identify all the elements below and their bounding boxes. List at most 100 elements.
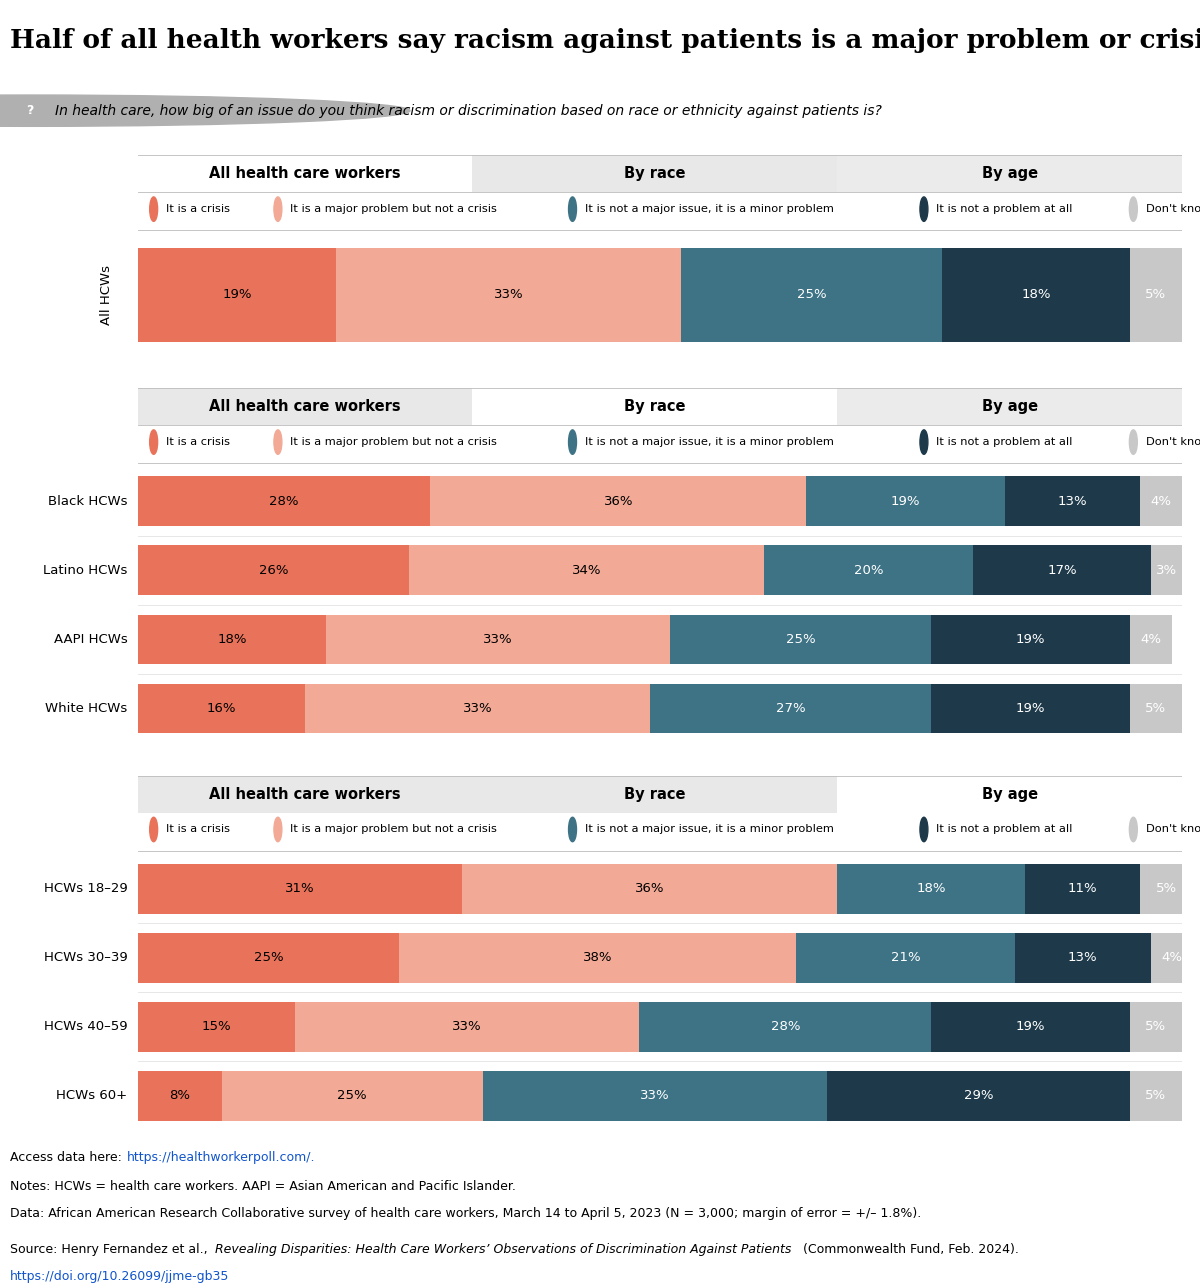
Bar [138, 476, 431, 526]
Bar [138, 1071, 222, 1121]
FancyBboxPatch shape [472, 389, 838, 425]
Text: Don't know: Don't know [1146, 205, 1200, 214]
Text: Don't know: Don't know [1146, 825, 1200, 834]
Text: 19%: 19% [1016, 701, 1045, 716]
Text: 5%: 5% [1145, 701, 1166, 716]
Text: 13%: 13% [1068, 951, 1098, 964]
Text: HCWs 30–39: HCWs 30–39 [44, 951, 127, 964]
Text: Data: African American Research Collaborative survey of health care workers, Mar: Data: African American Research Collabor… [10, 1207, 920, 1220]
Text: 34%: 34% [572, 564, 601, 577]
Bar [1140, 476, 1182, 526]
Text: It is not a major issue, it is a minor problem: It is not a major issue, it is a minor p… [584, 825, 834, 834]
Text: 3%: 3% [1156, 564, 1177, 577]
Text: It is a major problem but not a crisis: It is a major problem but not a crisis [290, 438, 497, 447]
Text: 17%: 17% [1048, 564, 1076, 577]
Text: By race: By race [624, 399, 685, 414]
Bar [1026, 864, 1140, 914]
FancyBboxPatch shape [838, 156, 1182, 192]
Text: 5%: 5% [1145, 288, 1166, 301]
Text: In health care, how big of an issue do you think racism or discrimination based : In health care, how big of an issue do y… [55, 104, 882, 117]
Text: 19%: 19% [1016, 633, 1045, 646]
Circle shape [1129, 430, 1138, 454]
FancyBboxPatch shape [472, 776, 838, 812]
Bar [138, 1003, 295, 1051]
Text: Don't know: Don't know [1146, 438, 1200, 447]
Text: https://healthworkerpoll.com/.: https://healthworkerpoll.com/. [127, 1151, 316, 1163]
Bar [138, 864, 462, 914]
Bar [942, 248, 1130, 341]
Text: It is a major problem but not a crisis: It is a major problem but not a crisis [290, 205, 497, 214]
Bar [931, 1003, 1130, 1051]
Bar [1140, 864, 1193, 914]
Text: 33%: 33% [484, 633, 512, 646]
Bar [305, 683, 649, 734]
Text: 19%: 19% [1016, 1021, 1045, 1033]
Text: It is a crisis: It is a crisis [166, 825, 230, 834]
Bar [973, 546, 1151, 595]
Bar [649, 683, 931, 734]
Text: 18%: 18% [217, 633, 247, 646]
Text: It is a crisis: It is a crisis [166, 438, 230, 447]
Text: Notes: HCWs = health care workers. AAPI = Asian American and Pacific Islander.: Notes: HCWs = health care workers. AAPI … [10, 1180, 516, 1193]
Text: 15%: 15% [202, 1021, 232, 1033]
Text: 36%: 36% [604, 494, 632, 508]
Bar [1004, 476, 1140, 526]
Circle shape [150, 197, 157, 221]
Bar [931, 683, 1130, 734]
Text: 18%: 18% [917, 882, 946, 896]
Text: By race: By race [624, 166, 685, 181]
Text: 4%: 4% [1140, 633, 1162, 646]
Text: HCWs 60+: HCWs 60+ [56, 1089, 127, 1103]
Text: 28%: 28% [270, 494, 299, 508]
Text: 33%: 33% [462, 701, 492, 716]
Text: By age: By age [982, 166, 1038, 181]
Bar [796, 933, 1015, 982]
Text: It is not a problem at all: It is not a problem at all [936, 205, 1073, 214]
Bar [326, 615, 671, 664]
Bar [138, 248, 336, 341]
Circle shape [569, 430, 576, 454]
Bar [640, 1003, 931, 1051]
Text: Latino HCWs: Latino HCWs [43, 564, 127, 577]
Bar [680, 248, 942, 341]
Text: 31%: 31% [286, 882, 314, 896]
Text: 4%: 4% [1162, 951, 1182, 964]
FancyBboxPatch shape [838, 389, 1182, 425]
Bar [409, 546, 764, 595]
Text: 4%: 4% [1151, 494, 1171, 508]
Text: 25%: 25% [253, 951, 283, 964]
Text: 33%: 33% [640, 1089, 670, 1103]
Circle shape [150, 817, 157, 842]
Text: 11%: 11% [1068, 882, 1098, 896]
Text: 25%: 25% [337, 1089, 367, 1103]
Text: 8%: 8% [169, 1089, 191, 1103]
Bar [138, 933, 398, 982]
Bar [671, 615, 931, 664]
FancyBboxPatch shape [472, 156, 838, 192]
Text: 29%: 29% [964, 1089, 994, 1103]
Text: 16%: 16% [206, 701, 236, 716]
FancyBboxPatch shape [138, 389, 472, 425]
Bar [138, 615, 326, 664]
Text: (Commonwealth Fund, Feb. 2024).: (Commonwealth Fund, Feb. 2024). [799, 1243, 1019, 1256]
Text: 36%: 36% [635, 882, 665, 896]
FancyBboxPatch shape [138, 156, 472, 192]
Text: 21%: 21% [890, 951, 920, 964]
Bar [336, 248, 680, 341]
Text: Source: Henry Fernandez et al.,: Source: Henry Fernandez et al., [10, 1243, 211, 1256]
Bar [138, 683, 305, 734]
Text: HCWs 18–29: HCWs 18–29 [44, 882, 127, 896]
Circle shape [920, 430, 928, 454]
Text: By age: By age [982, 399, 1038, 414]
Text: It is not a major issue, it is a minor problem: It is not a major issue, it is a minor p… [584, 438, 834, 447]
Circle shape [274, 197, 282, 221]
Text: AAPI HCWs: AAPI HCWs [54, 633, 127, 646]
Bar [1130, 683, 1182, 734]
Text: 13%: 13% [1057, 494, 1087, 508]
Text: White HCWs: White HCWs [46, 701, 127, 716]
Bar [1151, 933, 1193, 982]
Text: 5%: 5% [1145, 1089, 1166, 1103]
Text: 19%: 19% [890, 494, 920, 508]
FancyBboxPatch shape [138, 776, 472, 812]
Text: 19%: 19% [222, 288, 252, 301]
